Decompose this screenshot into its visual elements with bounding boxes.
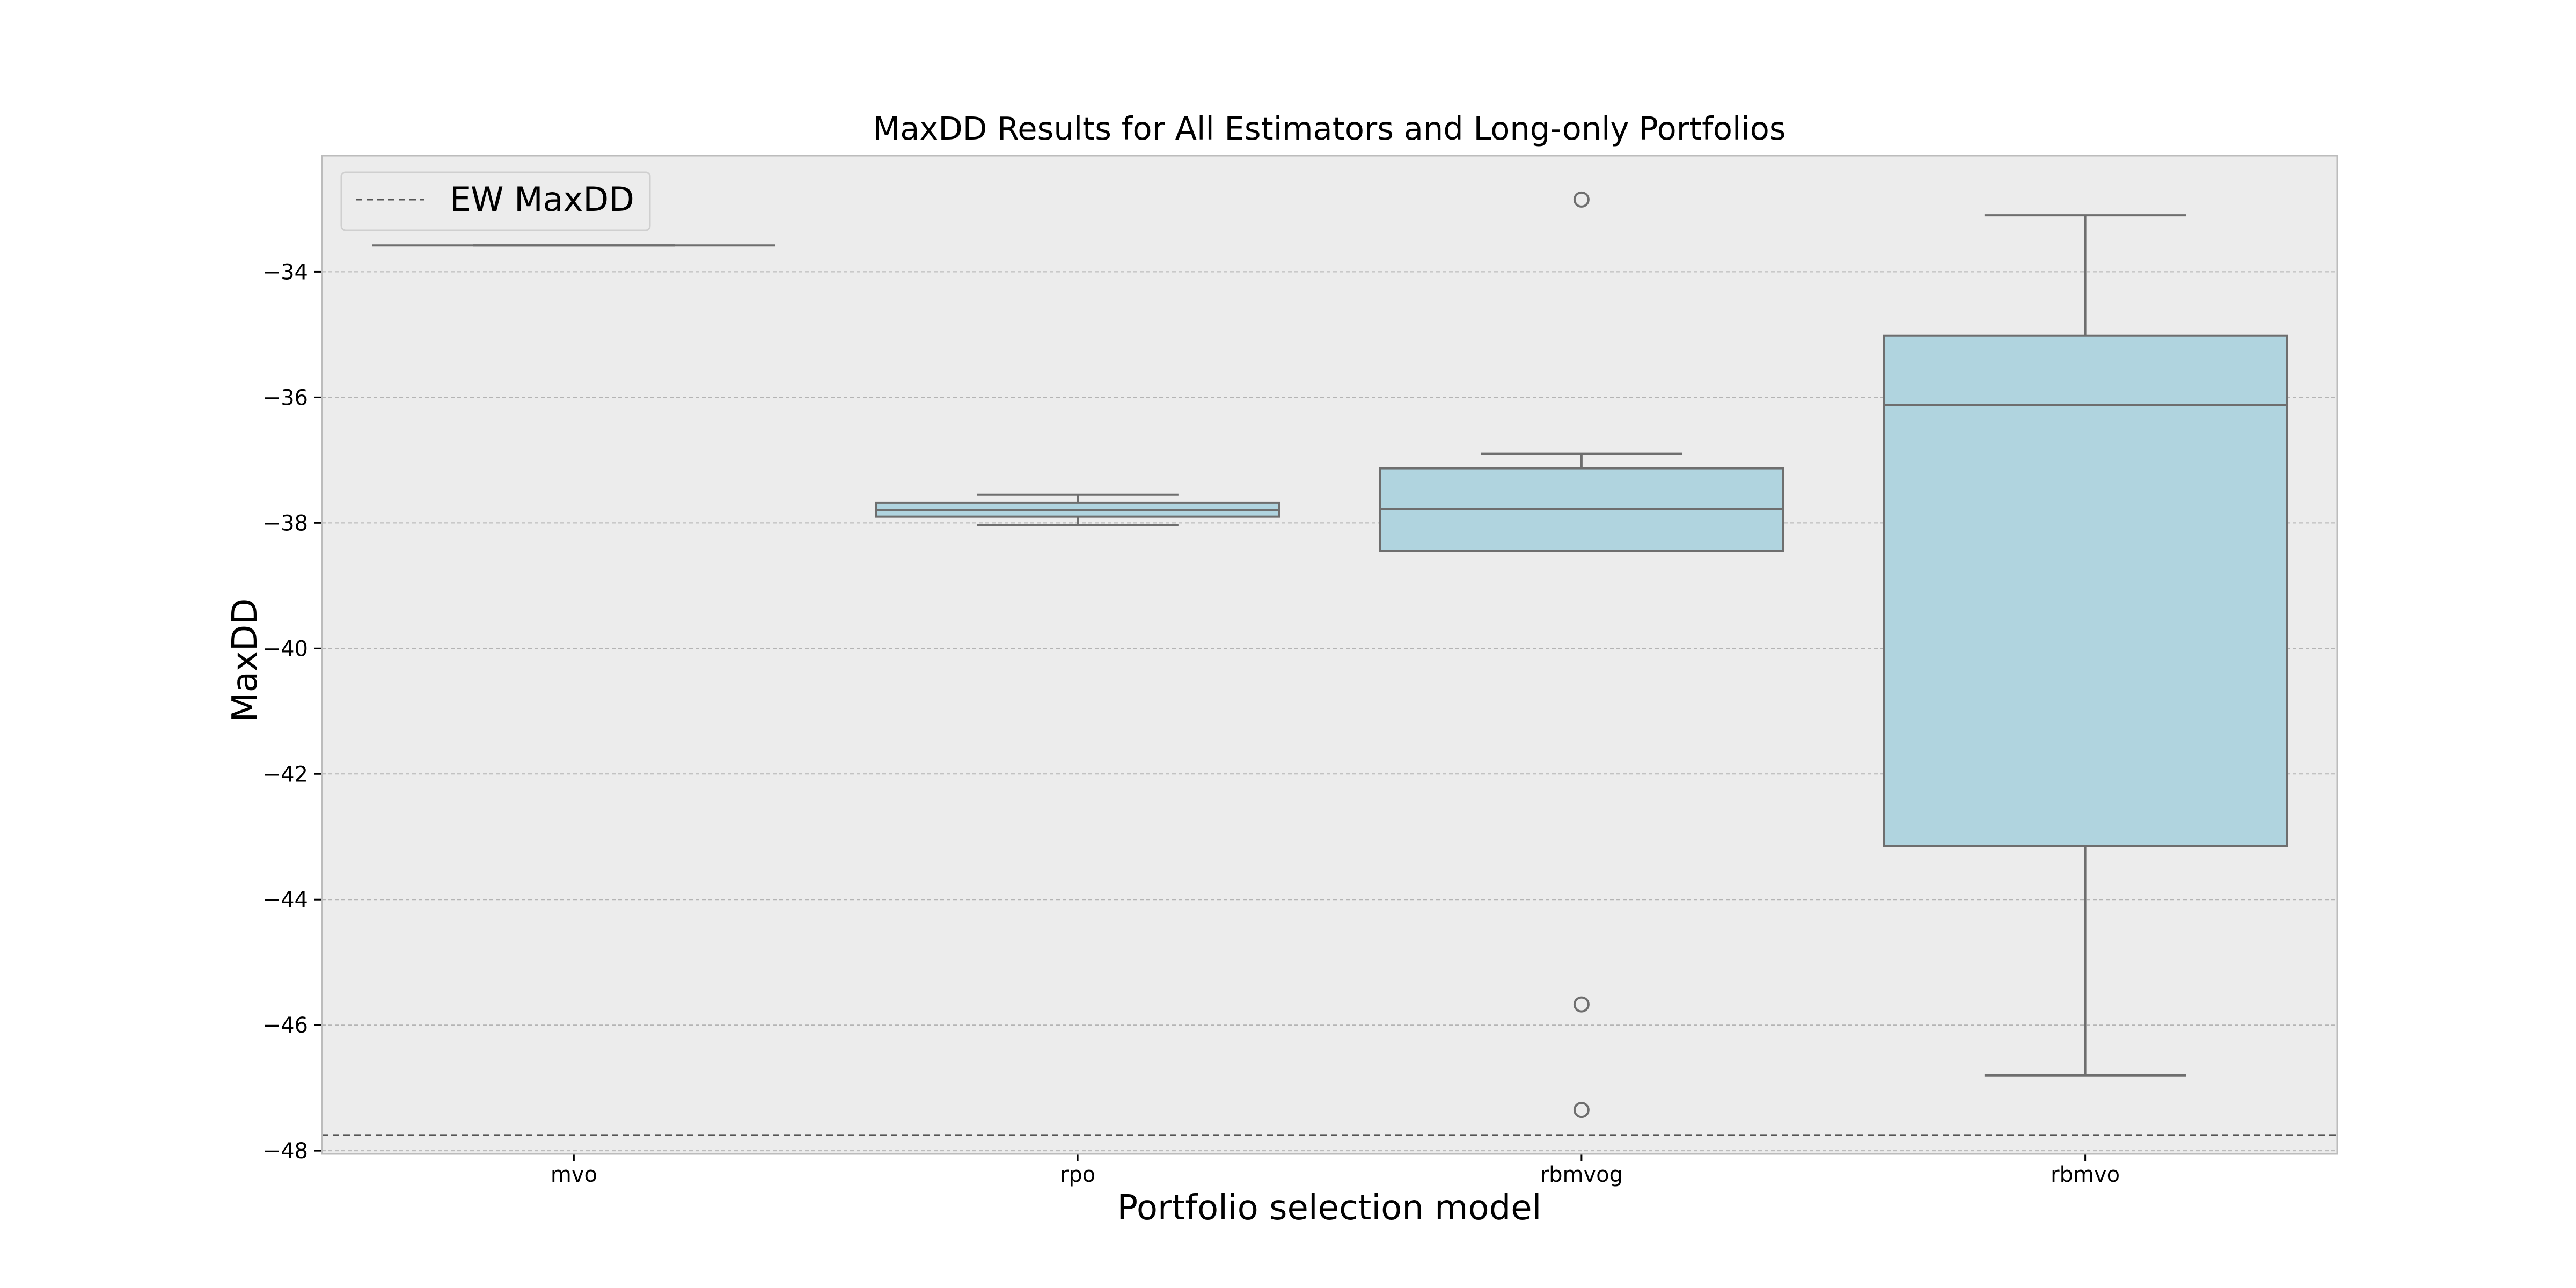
grid-lines [322, 271, 2337, 1152]
y-tick-label: −40 [263, 636, 308, 661]
y-axis: −34 −36 −38 −40 −42 −44 −46 −48 [263, 260, 322, 1163]
x-axis: mvo rpo rbmvog rbmvo [551, 1154, 2120, 1187]
y-tick-label: −46 [263, 1013, 308, 1038]
y-axis-label: MaxDD [225, 598, 265, 722]
outlier-point [1573, 191, 1590, 208]
x-tick-label: rbmvog [1540, 1162, 1623, 1187]
y-tick-label: −38 [263, 511, 308, 536]
y-tick-label: −42 [263, 762, 308, 787]
box-rbmvog [1379, 191, 1784, 1118]
outlier-point [1573, 1102, 1590, 1118]
x-axis-label: Portfolio selection model [1117, 1188, 1542, 1228]
legend-label-ew-maxdd: EW MaxDD [450, 180, 634, 219]
legend: EW MaxDD [340, 171, 651, 231]
x-tick-label: mvo [551, 1162, 597, 1187]
chart-title: MaxDD Results for All Estimators and Lon… [873, 110, 1785, 147]
y-tick-label: −36 [263, 385, 308, 410]
y-tick-label: −34 [263, 260, 308, 284]
legend-box [340, 171, 651, 231]
box-rpo [875, 493, 1280, 527]
plot-frame [321, 155, 2338, 1155]
outlier-point [1573, 996, 1590, 1013]
x-tick-label: rbmvo [2051, 1162, 2120, 1187]
box-plots [372, 191, 2288, 1118]
x-tick-label: rpo [1060, 1162, 1095, 1187]
box-iqr [1883, 334, 2288, 847]
box-rbmvo [1883, 214, 2288, 1077]
y-tick-label: −48 [263, 1139, 308, 1163]
y-tick-label: −44 [263, 888, 308, 912]
